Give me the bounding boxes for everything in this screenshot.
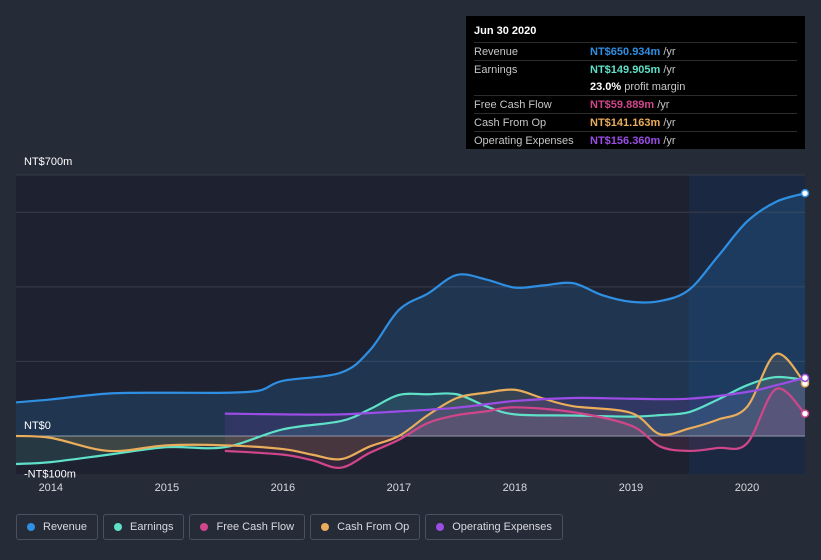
legend-dot-icon <box>436 523 445 531</box>
series-area-free-cash-flow <box>224 388 806 468</box>
x-tick-label: 2019 <box>619 482 643 494</box>
series-area-revenue <box>16 193 805 436</box>
series-area-earnings <box>16 376 805 464</box>
tooltip-value: NT$141.163m <box>590 116 661 129</box>
tooltip-value: NT$650.934m <box>590 45 661 58</box>
plot-background <box>16 175 805 474</box>
tooltip-unit: /yr <box>663 63 676 76</box>
legend: Revenue Earnings Free Cash Flow Cash Fro… <box>16 514 568 542</box>
legend-item-revenue[interactable]: Revenue <box>16 514 99 540</box>
legend-label: Operating Expenses <box>452 521 552 533</box>
y-tick-label: NT$0 <box>24 420 51 432</box>
legend-item-free-cash-flow[interactable]: Free Cash Flow <box>189 514 306 540</box>
legend-dot-icon <box>200 523 209 531</box>
tooltip-row-margin: 23.0% profit margin <box>474 78 797 95</box>
legend-dot-icon <box>321 523 330 531</box>
tooltip-unit: /yr <box>663 134 676 147</box>
series-area-cash-from-op <box>16 353 805 460</box>
x-tick-label: 2015 <box>155 482 179 494</box>
series-line-revenue <box>15 192 806 404</box>
tooltip-label: Free Cash Flow <box>474 98 552 111</box>
legend-label: Free Cash Flow <box>216 521 295 533</box>
series-endpoint-revenue <box>800 189 810 198</box>
tooltip-unit: /yr <box>663 116 676 129</box>
tooltip-label: Cash From Op <box>474 116 547 129</box>
x-tick-label: 2014 <box>39 482 63 494</box>
legend-dot-icon <box>27 523 35 531</box>
tooltip-date: Jun 30 2020 <box>474 25 537 37</box>
tooltip-label: Operating Expenses <box>474 134 574 147</box>
legend-item-cash-from-op[interactable]: Cash From Op <box>310 514 421 540</box>
tooltip-row-earnings: Earnings NT$149.905m /yr <box>474 60 797 78</box>
legend-label: Cash From Op <box>337 521 410 533</box>
x-tick-label: 2017 <box>387 482 411 494</box>
tooltip-unit: /yr <box>663 45 676 58</box>
x-tick-label: 2016 <box>271 482 295 494</box>
legend-item-operating-expenses[interactable]: Operating Expenses <box>425 514 563 540</box>
series-endpoint-operating-expenses <box>800 373 810 383</box>
series-line-earnings <box>15 375 806 466</box>
tooltip-label: Earnings <box>474 63 518 76</box>
series-line-free-cash-flow <box>224 387 806 469</box>
tooltip-row-revenue: Revenue NT$650.934m /yr <box>474 42 797 60</box>
tooltip-row-operating-expenses: Operating Expenses NT$156.360m /yr <box>474 131 797 149</box>
y-tick-label: NT$700m <box>24 156 72 168</box>
tooltip-value: NT$156.360m <box>590 134 661 147</box>
tooltip-value: NT$59.889m <box>590 98 655 111</box>
series-line-cash-from-op <box>15 352 806 461</box>
tooltip-value: 23.0% <box>590 80 622 93</box>
tooltip-unit: /yr <box>657 98 670 111</box>
tooltip-row-free-cash-flow: Free Cash Flow NT$59.889m /yr <box>474 95 797 113</box>
tooltip-row-cash-from-op: Cash From Op NT$141.163m /yr <box>474 113 797 131</box>
legend-item-earnings[interactable]: Earnings <box>103 514 185 540</box>
legend-dot-icon <box>114 523 123 531</box>
tooltip: Jun 30 2020 Revenue NT$650.934m /yr Earn… <box>466 16 805 149</box>
tooltip-unit: profit margin <box>624 80 686 93</box>
highlight-region <box>688 175 805 474</box>
legend-label: Earnings <box>130 521 174 533</box>
tooltip-value: NT$149.905m <box>590 63 661 76</box>
y-tick-label: -NT$100m <box>24 468 76 480</box>
legend-label: Revenue <box>43 521 88 533</box>
chart: NT$700m NT$0 -NT$100m 2014 2015 2016 2017 2018 2… <box>15 156 810 494</box>
x-tick-label: 2020 <box>735 482 759 494</box>
x-tick-label: 2018 <box>503 482 527 494</box>
series-endpoint-free-cash-flow <box>800 409 810 418</box>
series-line-operating-expenses <box>224 376 806 416</box>
tooltip-label: Revenue <box>474 45 519 58</box>
